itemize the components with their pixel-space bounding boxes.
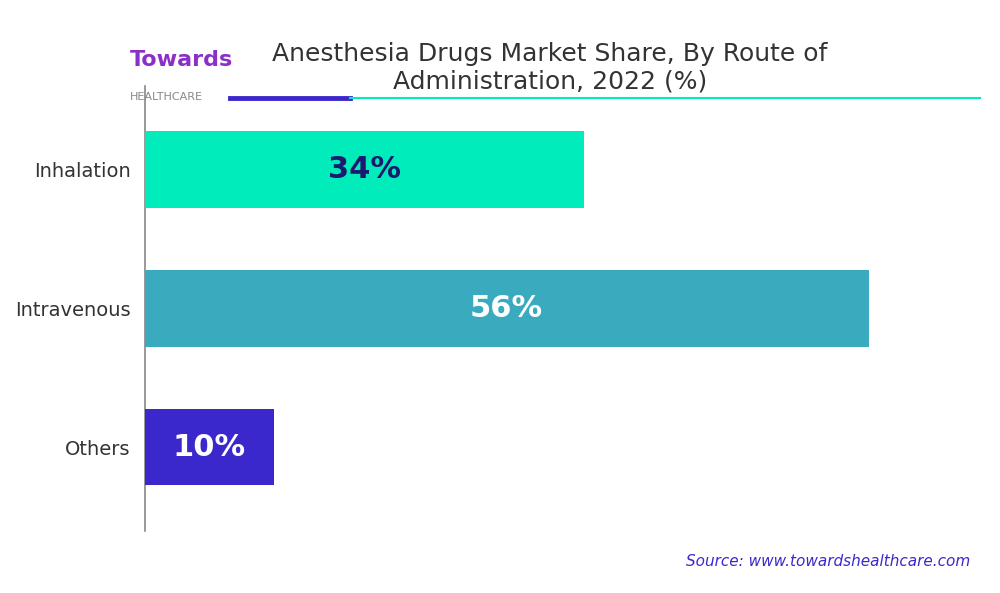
Text: 56%: 56% — [470, 294, 543, 323]
Text: 34%: 34% — [328, 155, 401, 184]
Text: Towards: Towards — [130, 50, 233, 71]
Text: HEALTHCARE: HEALTHCARE — [130, 92, 203, 102]
Text: Anesthesia Drugs Market Share, By Route of
Administration, 2022 (%): Anesthesia Drugs Market Share, By Route … — [272, 42, 828, 93]
Text: 10%: 10% — [173, 433, 246, 462]
Text: Source: www.towardshealthcare.com: Source: www.towardshealthcare.com — [686, 554, 970, 569]
Bar — [145, 409, 274, 486]
Bar — [145, 131, 584, 208]
Bar — [145, 270, 869, 346]
